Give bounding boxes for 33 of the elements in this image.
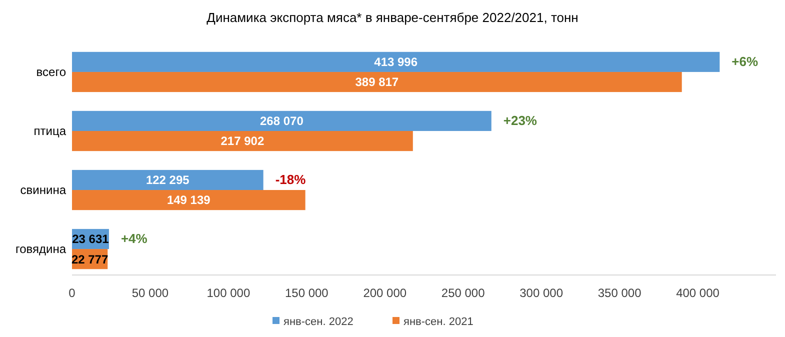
bar — [72, 130, 413, 152]
x-tick-label: 400 000 — [676, 286, 720, 300]
data-label: 217 902 — [220, 134, 264, 148]
data-label: 122 295 — [146, 173, 190, 188]
x-tick-label: 250 000 — [441, 286, 486, 300]
y-tick-label: говядина — [15, 242, 66, 256]
legend-label: янв-сен. 2021 — [404, 316, 474, 328]
bar — [72, 110, 492, 131]
bar — [72, 52, 720, 72]
y-tick-label: свинина — [20, 183, 66, 198]
bar — [72, 190, 306, 210]
legend-label: янв-сен. 2022 — [284, 316, 354, 328]
bar — [72, 170, 264, 190]
x-tick-label: 350 000 — [598, 286, 642, 300]
x-tick-label: 0 — [68, 286, 76, 300]
data-label: 268 070 — [260, 114, 304, 128]
annotation: +6% — [732, 54, 758, 69]
y-tick-label: всего — [36, 65, 66, 80]
data-label: 413 996 — [374, 55, 418, 70]
x-tick-label: 100 000 — [206, 286, 250, 300]
bar — [72, 72, 682, 92]
y-tick-label: птица — [34, 124, 66, 138]
x-tick-label: 200 000 — [363, 286, 407, 300]
annotation: +23% — [503, 112, 538, 128]
x-tick-label: 300 000 — [520, 286, 564, 300]
data-label: 149 139 — [166, 193, 211, 208]
chart-title: Динамика экспорта мяса* в январе-сентябре 2022/2021, тонн — [206, 10, 578, 25]
x-tick-label: 150 000 — [284, 286, 329, 300]
x-tick-label: 50 000 — [132, 286, 169, 300]
data-label: 23 631 — [72, 232, 110, 246]
data-label: 389 817 — [355, 75, 399, 90]
annotation: -18% — [275, 172, 306, 187]
annotation: +4% — [120, 231, 148, 246]
